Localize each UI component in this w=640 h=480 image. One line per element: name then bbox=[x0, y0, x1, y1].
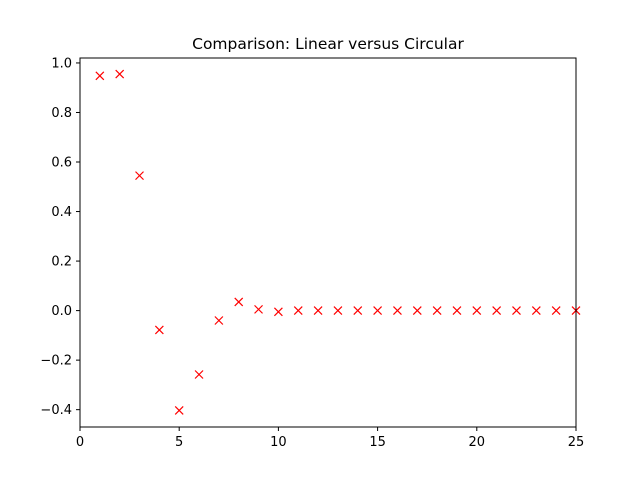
data-point bbox=[531, 306, 541, 316]
data-point bbox=[353, 306, 363, 316]
y-tick-label: 0.2 bbox=[51, 255, 72, 270]
y-tick-label: 0.4 bbox=[51, 205, 72, 220]
y-tick-label: −0.4 bbox=[40, 403, 72, 418]
plot-frame bbox=[79, 57, 577, 428]
data-point bbox=[452, 306, 462, 316]
x-tick-label: 20 bbox=[469, 435, 486, 450]
data-point bbox=[472, 306, 482, 316]
x-tick-label: 10 bbox=[270, 435, 287, 450]
data-point bbox=[95, 71, 105, 81]
data-point bbox=[393, 306, 402, 316]
data-point bbox=[115, 69, 125, 79]
y-tick-label: 1.0 bbox=[51, 56, 72, 71]
data-point bbox=[214, 316, 224, 325]
data-point bbox=[492, 306, 502, 316]
data-point bbox=[333, 306, 343, 316]
x-tick-label: 25 bbox=[568, 435, 585, 450]
chart-title: Comparison: Linear versus Circular bbox=[192, 35, 464, 53]
x-tick-label: 5 bbox=[175, 435, 183, 450]
data-point bbox=[293, 306, 303, 316]
data-point bbox=[254, 304, 263, 314]
data-point bbox=[194, 370, 204, 379]
data-point bbox=[273, 307, 283, 317]
data-point bbox=[551, 306, 561, 316]
data-point bbox=[313, 306, 323, 316]
data-point bbox=[135, 171, 144, 181]
y-tick-label: −0.2 bbox=[40, 354, 72, 369]
data-point bbox=[432, 306, 442, 316]
data-point bbox=[412, 306, 422, 316]
x-axis: 0 5 10 15 20 25 bbox=[76, 427, 584, 450]
y-tick-label: 0.8 bbox=[51, 106, 72, 121]
data-point bbox=[373, 306, 383, 316]
data-point bbox=[154, 325, 164, 335]
data-point bbox=[234, 297, 244, 307]
x-tick-label: 15 bbox=[369, 435, 386, 450]
y-tick-label: 0.0 bbox=[51, 304, 72, 319]
x-tick-label: 0 bbox=[76, 435, 84, 450]
y-axis: −0.4 −0.2 0.0 0.2 0.4 0.6 0.8 1.0 bbox=[40, 56, 80, 418]
y-tick-label: 0.6 bbox=[51, 156, 72, 171]
data-points bbox=[95, 69, 581, 415]
data-point bbox=[512, 306, 521, 316]
data-point bbox=[174, 405, 184, 415]
